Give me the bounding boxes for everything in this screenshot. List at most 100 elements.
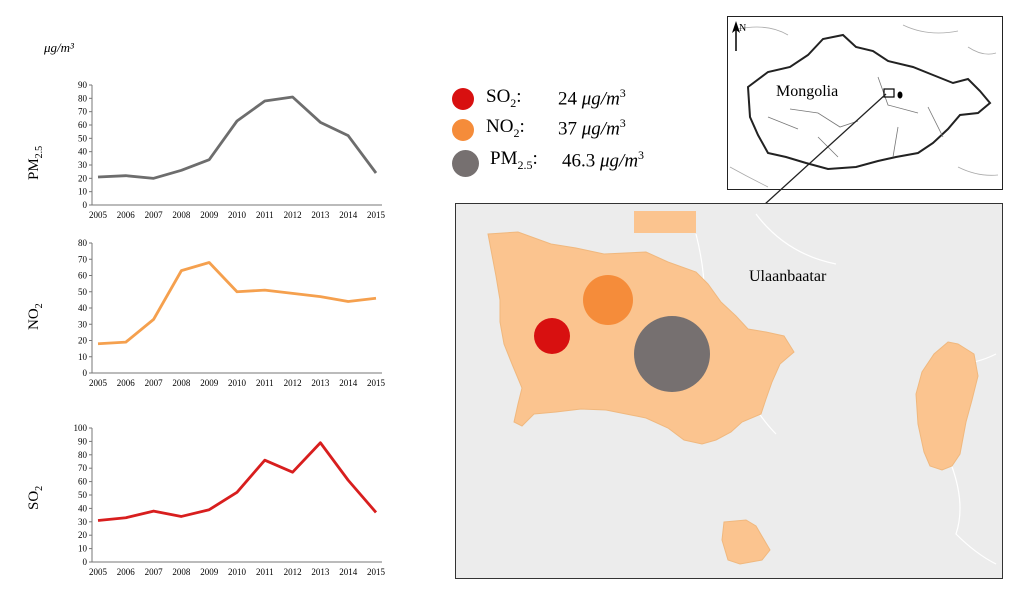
no2-series-line (97, 261, 377, 346)
city-label: Ulaanbaatar (749, 268, 827, 285)
so2-x-tick-label: 2015 (367, 567, 386, 577)
district-map (487, 211, 997, 565)
connector-line (753, 93, 887, 215)
legend-so2-value: 24 μg/m3 (558, 86, 626, 110)
legend-so2-sub: 2 (510, 95, 517, 110)
legend-pm25-number: 46.3 (562, 150, 596, 172)
no2-y-tick-label: 40 (78, 303, 88, 313)
no2-dot-icon (452, 119, 474, 141)
so2-dot-icon (452, 88, 474, 110)
no2-y-tick-label: 70 (78, 254, 88, 264)
no2-y-label: NO2 (26, 303, 45, 330)
legend-pm25-name-text: PM (490, 148, 518, 169)
no2-x-tick-label: 2010 (228, 378, 247, 388)
mongolia-outline: N (729, 21, 999, 188)
so2-y-tick-label: 80 (78, 450, 88, 460)
pm25-x-tick-label: 2011 (256, 210, 274, 220)
so2-x-tick-label: 2007 (145, 567, 164, 577)
pm25-y-tick-label: 30 (78, 160, 88, 170)
legend-no2-number: 37 (558, 118, 577, 140)
no2-y-tick-label: 10 (78, 352, 88, 362)
legend-pm25-sub: 2.5 (517, 157, 533, 172)
so2-x-tick-label: 2006 (117, 567, 136, 577)
no2-x-tick-label: 2011 (256, 378, 274, 388)
pm25-x-tick-label: 2014 (339, 210, 358, 220)
so2-x-tick-label: 2012 (284, 567, 302, 577)
so2-y-tick-label: 100 (74, 423, 88, 433)
north-symbol: N (739, 23, 746, 34)
pm25-x-tick-label: 2010 (228, 210, 247, 220)
no2-x-tick-label: 2006 (117, 378, 136, 388)
no2-y-tick-label: 30 (78, 319, 88, 329)
legend-pm25-name: PM2.5: (490, 148, 538, 172)
pm25-y-tick-label: 10 (78, 187, 88, 197)
so2-y-tick-label: 20 (78, 530, 88, 540)
legend-so2-name: SO2: (486, 86, 522, 110)
north-arrowhead-icon (732, 21, 740, 33)
so2-y-tick-label: 90 (78, 436, 88, 446)
so2-y-tick-label: 10 (78, 544, 88, 554)
line-charts: 0 10 20 30 40 50 60 70 80 90 2005 2006 2007 2008 2009 2… (26, 80, 386, 577)
no2-y-tick-label: 80 (78, 238, 88, 248)
so2-x-tick-label: 2009 (200, 567, 219, 577)
pm25-unit-label: μg/m³ (44, 40, 74, 55)
legend-pm25-unit: μg/m (600, 150, 639, 172)
legend-pm25-value: 46.3 μg/m3 (562, 148, 644, 172)
legend-no2-name: NO2: (486, 116, 525, 140)
no2-y-tick-label: 60 (78, 271, 88, 281)
so2-series-line (97, 441, 378, 522)
pm25-x-tick-label: 2015 (367, 210, 386, 220)
no2-x-tick-label: 2014 (339, 378, 358, 388)
no2-y-tick-label: 20 (78, 336, 88, 346)
so2-y-tick-label: 70 (78, 463, 88, 473)
so2-x-tick-label: 2008 (172, 567, 191, 577)
legend-so2-number: 24 (558, 88, 577, 110)
no2-x-tick-label: 2007 (145, 378, 164, 388)
so2-x-tick-label: 2011 (256, 567, 274, 577)
mongolia-border (746, 33, 992, 171)
so2-x-tick-label: 2014 (339, 567, 358, 577)
pm25-y-tick-label: 60 (78, 120, 88, 130)
so2-y-tick-label: 60 (78, 477, 88, 487)
no2-bubble (583, 275, 633, 325)
pm25-x-tick-label: 2007 (145, 210, 164, 220)
so2-y-tick-label: 40 (78, 503, 88, 513)
no2-y-tick-label: 50 (78, 287, 88, 297)
pm25-series-line (97, 95, 378, 180)
pm25-y-tick-label: 90 (78, 80, 88, 90)
neighbor-lines (729, 24, 999, 188)
east-district (915, 341, 979, 471)
legend-no2-value: 37 μg/m3 (558, 116, 626, 140)
pm25-x-tick-label: 2013 (311, 210, 330, 220)
pm25-x-tick-label: 2005 (89, 210, 108, 220)
no2-x-tick-label: 2012 (284, 378, 302, 388)
no2-x-tick-label: 2015 (367, 378, 386, 388)
no2-x-tick-label: 2013 (311, 378, 330, 388)
so2-y-tick-label: 50 (78, 490, 88, 500)
legend-so2-name-text: SO (486, 86, 511, 107)
pm25-y-tick-label: 40 (78, 147, 88, 157)
pm25-y-tick-label: 0 (83, 200, 88, 210)
so2-x-tick-label: 2010 (228, 567, 247, 577)
pm25-x-tick-label: 2012 (284, 210, 302, 220)
pm25-x-tick-label: 2009 (200, 210, 219, 220)
so2-x-tick-label: 2013 (311, 567, 330, 577)
legend-no2-unit: μg/m (581, 118, 620, 140)
legend-no2-sub: 2 (513, 125, 520, 140)
no2-y-tick-label: 0 (83, 368, 88, 378)
so2-y-tick-label: 30 (78, 517, 88, 527)
legend-pm25-sup: 3 (638, 148, 645, 162)
pm25-y-tick-label: 20 (78, 173, 88, 183)
pm25-y-label: PM2.5 (26, 146, 45, 180)
mongolia-label: Mongolia (776, 83, 839, 100)
pm25-dot-icon (452, 150, 479, 177)
pm25-y-tick-label: 50 (78, 133, 88, 143)
no2-x-tick-label: 2009 (200, 378, 219, 388)
pm25-y-tick-label: 70 (78, 107, 88, 117)
ulaanbaatar-map: Ulaanbaatar (455, 203, 1003, 579)
south-district (721, 519, 771, 565)
so2-y-label: SO2 (26, 486, 45, 510)
so2-x-tick-label: 2005 (89, 567, 108, 577)
study-area-marker (883, 88, 895, 98)
legend-so2-unit: μg/m (581, 88, 620, 110)
